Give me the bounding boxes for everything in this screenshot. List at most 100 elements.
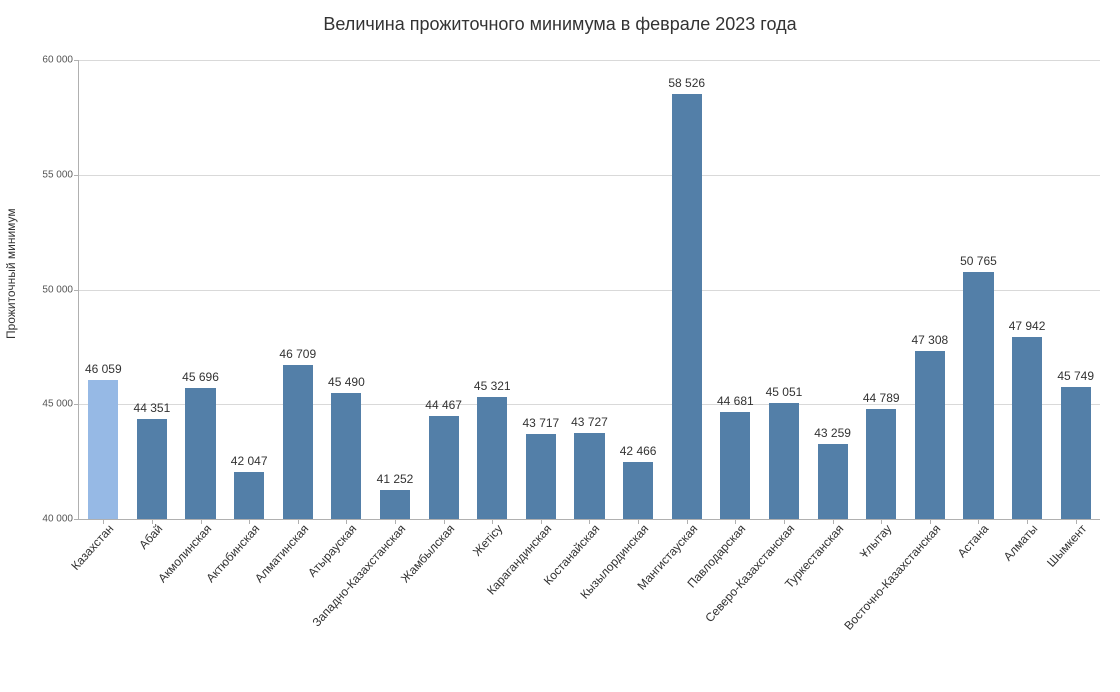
chart-container: Величина прожиточного минимума в феврале… (0, 0, 1120, 692)
bar: 45 749Шымкент (1061, 387, 1091, 519)
value-label: 46 709 (279, 347, 316, 361)
bar: 47 308Восточно-Казахстанская (915, 351, 945, 519)
bar: 44 467Жамбылская (429, 416, 459, 519)
xtick-mark (103, 519, 104, 524)
xtick-mark (638, 519, 639, 524)
bar-rect (283, 365, 313, 519)
bar-rect (88, 380, 118, 519)
bar: 46 709Алматинская (283, 365, 313, 519)
bar: 58 526Мангистауская (672, 94, 702, 519)
bar: 44 351Абай (137, 419, 167, 519)
bar-rect (769, 403, 799, 519)
value-label: 44 789 (863, 391, 900, 405)
bar-rect (137, 419, 167, 519)
y-axis-label: Прожиточный минимум (4, 208, 18, 339)
bar-rect (866, 409, 896, 519)
bar-rect (1061, 387, 1091, 519)
plot-area: 40 00045 00050 00055 00060 00046 059Каза… (78, 60, 1100, 520)
value-label: 42 466 (620, 444, 657, 458)
grid-line (79, 404, 1100, 405)
x-axis-label: Казахстан (69, 522, 117, 573)
bar-rect (477, 397, 507, 519)
bar: 41 252Западно-Казахстанская (380, 490, 410, 519)
x-axis-label: Астана (955, 522, 992, 561)
value-label: 45 696 (182, 370, 219, 384)
xtick-mark (249, 519, 250, 524)
x-axis-label: Западно-Казахстанская (309, 522, 408, 630)
value-label: 43 727 (571, 415, 608, 429)
bar: 45 051Северо-Казахстанская (769, 403, 799, 519)
value-label: 45 490 (328, 375, 365, 389)
bar-rect (818, 444, 848, 519)
ytick-mark (74, 175, 79, 176)
chart-title: Величина прожиточного минимума в феврале… (0, 14, 1120, 35)
xtick-mark (1027, 519, 1028, 524)
xtick-mark (784, 519, 785, 524)
xtick-mark (833, 519, 834, 524)
bar: 46 059Казахстан (88, 380, 118, 519)
xtick-mark (735, 519, 736, 524)
grid-line (79, 60, 1100, 61)
value-label: 50 765 (960, 254, 997, 268)
xtick-mark (978, 519, 979, 524)
xtick-mark (687, 519, 688, 524)
bar-rect (185, 388, 215, 519)
xtick-mark (589, 519, 590, 524)
bar-rect (623, 462, 653, 519)
xtick-mark (395, 519, 396, 524)
xtick-mark (298, 519, 299, 524)
bar: 43 717Карагандинская (526, 434, 556, 519)
bar: 47 942Алматы (1012, 337, 1042, 519)
ytick-mark (74, 60, 79, 61)
value-label: 58 526 (668, 76, 705, 90)
x-axis-label: Шымкент (1044, 522, 1089, 570)
xtick-mark (1076, 519, 1077, 524)
ytick-mark (74, 290, 79, 291)
value-label: 45 749 (1057, 369, 1094, 383)
x-axis-label: Абай (136, 522, 165, 552)
bar-rect (672, 94, 702, 519)
value-label: 45 051 (766, 385, 803, 399)
bar: 43 259Туркестанская (818, 444, 848, 519)
bar: 44 681Павлодарская (720, 412, 750, 519)
ytick-label: 45 000 (42, 399, 73, 410)
x-axis-label: Восточно-Казахстанская (841, 522, 943, 633)
xtick-mark (201, 519, 202, 524)
ytick-label: 60 000 (42, 55, 73, 66)
bar: 45 696Акмолинская (185, 388, 215, 519)
ytick-label: 40 000 (42, 514, 73, 525)
bar-rect (429, 416, 459, 519)
grid-line (79, 290, 1100, 291)
xtick-mark (152, 519, 153, 524)
value-label: 44 351 (134, 401, 171, 415)
ytick-mark (74, 404, 79, 405)
value-label: 42 047 (231, 454, 268, 468)
value-label: 43 259 (814, 426, 851, 440)
value-label: 46 059 (85, 362, 122, 376)
value-label: 44 467 (425, 398, 462, 412)
bar: 45 490Атырауская (331, 393, 361, 519)
bar: 42 047Актюбинская (234, 472, 264, 519)
bar: 45 321Жетісу (477, 397, 507, 519)
bar-rect (720, 412, 750, 519)
bar: 43 727Костанайская (574, 433, 604, 519)
x-axis-label: Алматы (1001, 522, 1041, 564)
x-axis-label: Ұлытау (857, 522, 894, 561)
xtick-mark (492, 519, 493, 524)
ytick-label: 55 000 (42, 169, 73, 180)
value-label: 44 681 (717, 394, 754, 408)
xtick-mark (444, 519, 445, 524)
value-label: 45 321 (474, 379, 511, 393)
bar-rect (526, 434, 556, 519)
bar: 50 765Астана (963, 272, 993, 519)
x-axis-label: Жетісу (470, 522, 505, 559)
xtick-mark (541, 519, 542, 524)
bar-rect (380, 490, 410, 519)
xtick-mark (346, 519, 347, 524)
ytick-label: 50 000 (42, 284, 73, 295)
value-label: 47 942 (1009, 319, 1046, 333)
bar-rect (331, 393, 361, 519)
xtick-mark (881, 519, 882, 524)
grid-line (79, 175, 1100, 176)
bar-rect (963, 272, 993, 519)
